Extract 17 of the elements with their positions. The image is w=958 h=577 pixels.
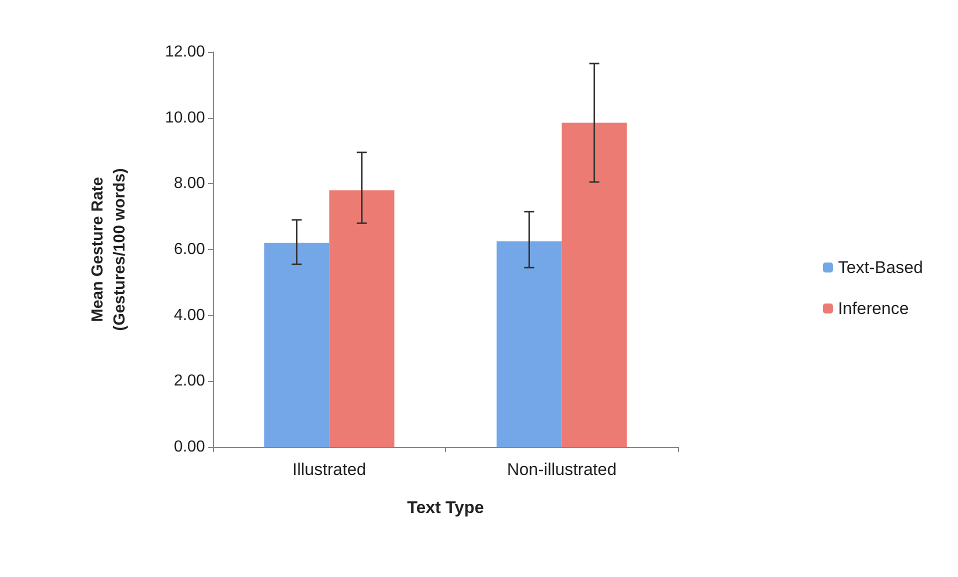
y-tick-label: 4.00 bbox=[174, 306, 206, 324]
bar bbox=[562, 122, 627, 447]
x-axis-title: Text Type bbox=[407, 498, 484, 517]
bar bbox=[329, 190, 394, 447]
legend-label: Text-Based bbox=[838, 258, 924, 277]
x-tick-label: Non-illustrated bbox=[506, 460, 617, 479]
y-tick-label: 10.00 bbox=[164, 109, 206, 126]
y-tick-label: 6.00 bbox=[174, 241, 206, 258]
bar bbox=[496, 241, 562, 447]
y-tick-label: 12.00 bbox=[164, 44, 206, 60]
bar bbox=[264, 242, 330, 447]
y-axis-title: Mean Gesture Rate (Gestures/100 words) bbox=[90, 168, 128, 331]
y-tick-label: 0.00 bbox=[174, 438, 206, 456]
x-tick-label: Illustrated bbox=[292, 460, 366, 479]
legend-label: Inference bbox=[838, 299, 909, 318]
y-tick-label: 8.00 bbox=[174, 175, 206, 192]
y-tick-label: 2.00 bbox=[174, 372, 206, 390]
